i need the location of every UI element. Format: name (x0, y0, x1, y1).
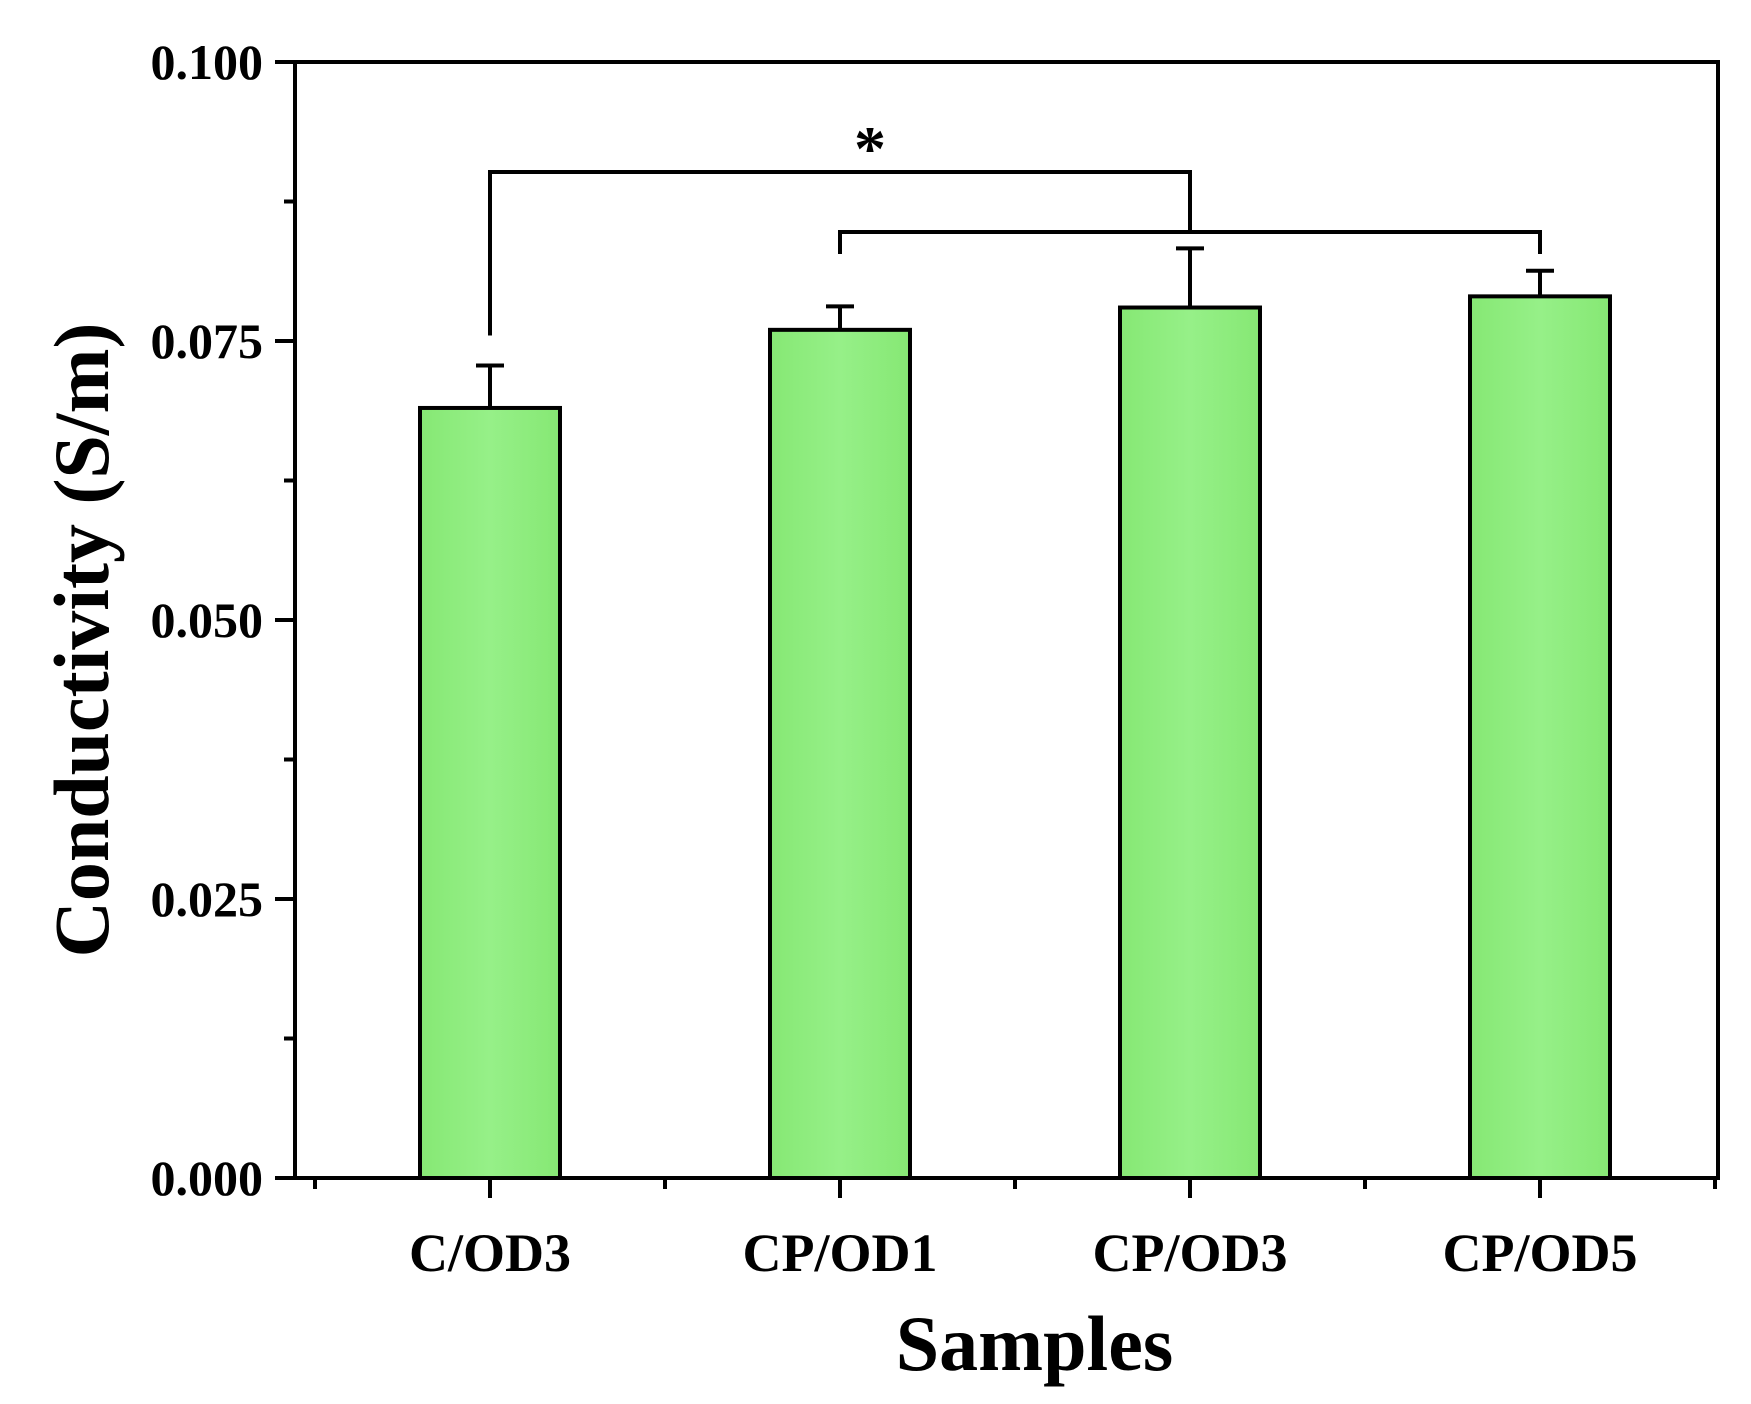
bar-cp-od5 (1468, 294, 1612, 1180)
y-tick-label: 0.075 (151, 313, 264, 369)
x-tick-label: CP/OD3 (1093, 1223, 1288, 1283)
x-tick-label: C/OD3 (409, 1223, 571, 1283)
significance-star: * (854, 113, 886, 184)
y-tick-label: 0.025 (151, 871, 264, 927)
significance-bracket-group (838, 230, 1542, 254)
bar-c-od3 (418, 405, 562, 1180)
x-tick-label: CP/OD5 (1443, 1223, 1638, 1283)
x-tick-label: CP/OD1 (743, 1223, 938, 1283)
significance-bracket-main (488, 170, 1192, 336)
bar-cp-od1 (768, 327, 912, 1180)
y-tick-label: 0.000 (151, 1150, 264, 1206)
y-tick-label: 0.050 (151, 592, 264, 648)
y-tick-label: 0.100 (151, 34, 264, 90)
x-axis-title: Samples (896, 1300, 1173, 1387)
bar-cp-od3 (1118, 305, 1262, 1180)
y-axis-title: Conductivity (S/m) (38, 323, 125, 958)
